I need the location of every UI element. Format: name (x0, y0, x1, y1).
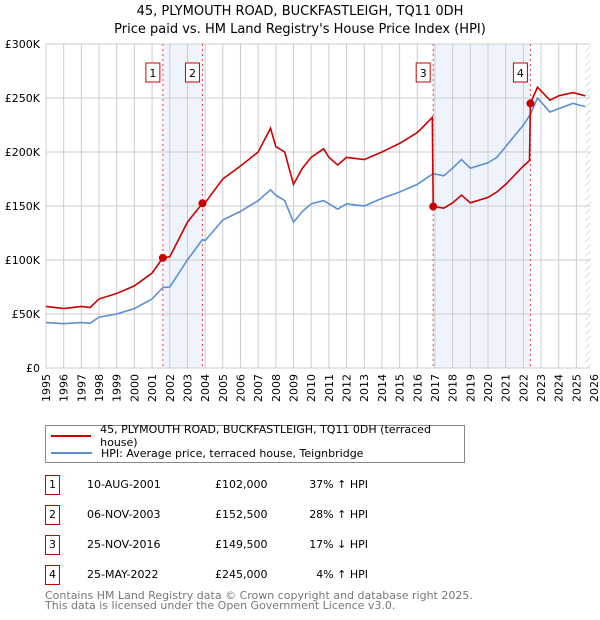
x-tick-label: 1998 (93, 374, 106, 402)
sale-marker-box (415, 62, 431, 83)
x-tick-label: 2022 (517, 374, 530, 402)
x-tick-label: 2001 (146, 374, 159, 402)
sale-marker-label: 3 (420, 67, 427, 80)
x-tick-label: 2016 (411, 374, 424, 402)
transaction-date: 06-NOV-2003 (87, 508, 161, 521)
sale-marker-label: 4 (517, 67, 524, 80)
y-tick-label: £250K (5, 92, 41, 105)
x-tick-label: 2026 (588, 374, 600, 402)
legend-swatch-hpi (51, 452, 92, 454)
transaction-price: £152,500 (215, 508, 268, 521)
sale-point (526, 99, 535, 108)
transaction-price: £149,500 (215, 538, 268, 551)
hpi-line (45, 96, 586, 325)
x-tick-label: 2023 (535, 374, 548, 402)
sale-point (198, 199, 207, 208)
x-tick-label: 2012 (341, 374, 354, 402)
footer-line-1: Contains HM Land Registry data © Crown c… (45, 589, 473, 602)
transaction-date: 10-AUG-2001 (87, 478, 161, 491)
transaction-hpi-diff: 4% ↑ HPI (316, 568, 368, 581)
transaction-hpi-diff: 28% ↑ HPI (309, 508, 368, 521)
transaction-date: 25-MAY-2022 (87, 568, 159, 581)
x-tick-label: 2004 (199, 374, 212, 402)
transaction-number-badge: 4 (45, 565, 60, 585)
y-tick-label: £100K (5, 254, 41, 267)
y-tick-label: £150K (5, 200, 41, 213)
x-tick-label: 2011 (323, 374, 336, 402)
transaction-hpi-diff: 37% ↑ HPI (309, 478, 368, 491)
x-tick-label: 2014 (376, 374, 389, 402)
chart-title: 45, PLYMOUTH ROAD, BUCKFASTLEIGH, TQ11 0… (136, 4, 464, 19)
sale-point (429, 202, 438, 211)
x-tick-label: 2020 (482, 374, 495, 402)
sale-marker-label: 1 (149, 67, 156, 80)
x-tick-label: 2007 (252, 374, 265, 402)
x-tick-label: 1996 (58, 374, 71, 402)
y-tick-label: £200K (5, 146, 41, 159)
legend-label-hpi: HPI: Average price, terraced house, Teig… (101, 446, 364, 460)
x-tick-label: 1999 (111, 374, 124, 402)
legend-label-property: 45, PLYMOUTH ROAD, BUCKFASTLEIGH, TQ11 0… (100, 423, 431, 449)
x-tick-label: 2015 (394, 374, 407, 402)
price-chart: 1995 1996 1997 1998 1999 2000 2001 2002 2003 2004… (5, 38, 600, 402)
sale-point (158, 253, 167, 262)
x-tick-label: 2008 (270, 374, 283, 402)
x-tick-label: 2025 (570, 374, 583, 402)
sale-marker-box (184, 62, 200, 83)
x-tick-label: 2024 (553, 374, 566, 402)
x-tick-label: 2010 (305, 374, 318, 402)
legend-item-property: 45, PLYMOUTH ROAD, BUCKFASTLEIGH, TQ11 0… (46, 423, 464, 449)
chart-subtitle: Price paid vs. HM Land Registry's House … (114, 22, 486, 37)
sale-marker-label: 2 (189, 67, 196, 80)
x-tick-label: 2005 (217, 374, 230, 402)
x-tick-label: 1995 (40, 374, 53, 402)
legend-swatch-property (51, 435, 92, 437)
sale-marker-box (145, 62, 161, 83)
x-tick-label: 2009 (288, 374, 301, 402)
legend: 45, PLYMOUTH ROAD, BUCKFASTLEIGH, TQ11 0… (45, 423, 465, 463)
footer-line-2: This data is licensed under the Open Gov… (45, 599, 396, 612)
y-tick-label: £0 (26, 362, 40, 375)
property-price-line (45, 85, 586, 310)
x-tick-label: 2002 (164, 374, 177, 402)
x-tick-label: 2003 (181, 374, 194, 402)
x-tick-label: 2006 (234, 374, 247, 402)
y-tick-label: £300K (5, 38, 41, 51)
transaction-number-badge: 3 (45, 535, 60, 555)
transaction-price: £245,000 (215, 568, 268, 581)
x-tick-label: 2018 (447, 374, 460, 402)
transaction-number-badge: 2 (45, 505, 60, 525)
x-tick-label: 1997 (75, 374, 88, 402)
x-tick-label: 2013 (358, 374, 371, 402)
transaction-hpi-diff: 17% ↓ HPI (309, 538, 368, 551)
transaction-date: 25-NOV-2016 (87, 538, 161, 551)
x-tick-label: 2019 (464, 374, 477, 402)
x-tick-label: 2021 (500, 374, 513, 402)
legend-item-hpi: HPI: Average price, terraced house, Teig… (46, 445, 363, 461)
sale-marker-box (512, 62, 528, 83)
x-tick-label: 2017 (429, 374, 442, 402)
transaction-price: £102,000 (215, 478, 268, 491)
footer: Contains HM Land Registry data © Crown c… (45, 589, 473, 612)
x-tick-label: 2000 (128, 374, 141, 402)
transaction-number-badge: 1 (45, 475, 60, 495)
y-tick-label: £50K (12, 308, 41, 321)
